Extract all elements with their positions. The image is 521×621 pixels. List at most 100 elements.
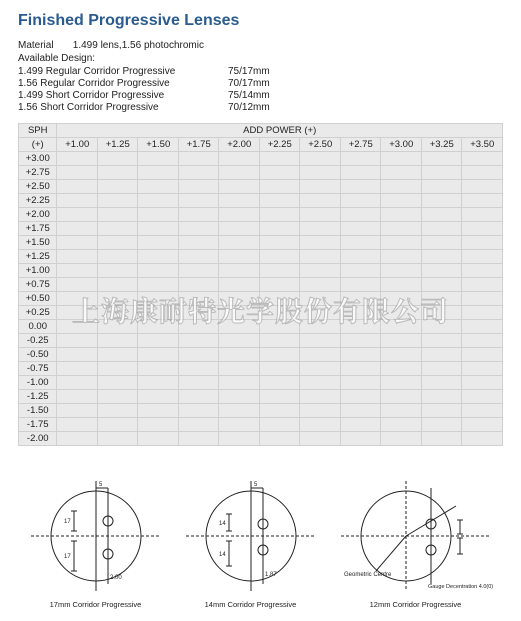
power-cell bbox=[57, 334, 98, 348]
power-cell bbox=[462, 194, 503, 208]
power-cell bbox=[462, 180, 503, 194]
power-cell bbox=[462, 432, 503, 446]
power-cell bbox=[300, 250, 341, 264]
power-cell bbox=[138, 432, 179, 446]
diagram-17mm: 17 17 5 2.00 17mm Corridor Progressive bbox=[26, 476, 166, 609]
power-cell bbox=[381, 236, 422, 250]
sph-value-cell: +1.75 bbox=[19, 222, 57, 236]
power-cell bbox=[259, 376, 300, 390]
design-dim: 70/17mm bbox=[228, 78, 288, 89]
power-cell bbox=[259, 222, 300, 236]
design-row: 1.499 Regular Corridor Progressive 75/17… bbox=[18, 66, 503, 77]
add-power-header: +1.75 bbox=[178, 138, 219, 152]
power-cell bbox=[381, 166, 422, 180]
power-cell bbox=[57, 390, 98, 404]
power-cell bbox=[462, 236, 503, 250]
power-cell bbox=[259, 264, 300, 278]
power-cell bbox=[300, 166, 341, 180]
design-name: 1.499 Regular Corridor Progressive bbox=[18, 66, 228, 77]
power-cell bbox=[462, 362, 503, 376]
power-cell bbox=[381, 180, 422, 194]
add-power-header: +1.00 bbox=[57, 138, 98, 152]
power-cell bbox=[462, 390, 503, 404]
power-cell bbox=[421, 250, 462, 264]
power-cell bbox=[219, 278, 260, 292]
power-cell bbox=[259, 180, 300, 194]
power-cell bbox=[340, 334, 381, 348]
power-cell bbox=[178, 194, 219, 208]
power-cell bbox=[462, 278, 503, 292]
svg-text:5: 5 bbox=[99, 482, 103, 488]
power-cell bbox=[259, 390, 300, 404]
sph-value-cell: -1.50 bbox=[19, 404, 57, 418]
power-cell bbox=[138, 306, 179, 320]
power-cell bbox=[340, 404, 381, 418]
power-cell bbox=[421, 222, 462, 236]
power-cell bbox=[381, 292, 422, 306]
table-row: +2.75 bbox=[19, 166, 503, 180]
power-cell bbox=[57, 418, 98, 432]
power-cell bbox=[300, 292, 341, 306]
power-cell bbox=[219, 264, 260, 278]
power-cell bbox=[300, 348, 341, 362]
power-cell bbox=[57, 292, 98, 306]
power-cell bbox=[340, 278, 381, 292]
power-cell bbox=[462, 208, 503, 222]
power-cell bbox=[421, 194, 462, 208]
power-cell bbox=[219, 250, 260, 264]
svg-text:1.87: 1.87 bbox=[265, 572, 277, 578]
page-title: Finished Progressive Lenses bbox=[18, 12, 503, 30]
add-power-header: +3.50 bbox=[462, 138, 503, 152]
power-cell bbox=[97, 334, 138, 348]
power-cell bbox=[259, 236, 300, 250]
diagram-svg-17mm: 17 17 5 2.00 bbox=[26, 476, 166, 596]
power-cell bbox=[300, 362, 341, 376]
table-row: -2.00 bbox=[19, 432, 503, 446]
power-cell bbox=[57, 236, 98, 250]
power-cell bbox=[300, 278, 341, 292]
power-cell bbox=[421, 180, 462, 194]
power-cell bbox=[178, 390, 219, 404]
power-cell bbox=[259, 152, 300, 166]
power-cell bbox=[219, 306, 260, 320]
sph-value-cell: 0.00 bbox=[19, 320, 57, 334]
power-cell bbox=[57, 404, 98, 418]
power-cell bbox=[138, 334, 179, 348]
power-cell bbox=[462, 348, 503, 362]
power-cell bbox=[421, 376, 462, 390]
diagram-caption: 17mm Corridor Progressive bbox=[26, 600, 166, 609]
add-power-header: +2.75 bbox=[340, 138, 381, 152]
power-cell bbox=[178, 152, 219, 166]
table-row: 0.00 bbox=[19, 320, 503, 334]
power-cell bbox=[259, 166, 300, 180]
table-row: -1.50 bbox=[19, 404, 503, 418]
power-cell bbox=[259, 278, 300, 292]
power-cell bbox=[178, 264, 219, 278]
power-cell bbox=[178, 362, 219, 376]
power-cell bbox=[138, 194, 179, 208]
power-cell bbox=[381, 348, 422, 362]
power-cell bbox=[178, 292, 219, 306]
table-row: +1.00 bbox=[19, 264, 503, 278]
power-cell bbox=[178, 404, 219, 418]
power-cell bbox=[138, 222, 179, 236]
power-cell bbox=[381, 320, 422, 334]
power-cell bbox=[462, 320, 503, 334]
power-cell bbox=[421, 152, 462, 166]
material-label: Material bbox=[18, 40, 70, 51]
power-cell bbox=[219, 152, 260, 166]
power-cell bbox=[57, 250, 98, 264]
sph-value-cell: +2.25 bbox=[19, 194, 57, 208]
power-cell bbox=[57, 320, 98, 334]
power-cell bbox=[381, 222, 422, 236]
power-cell bbox=[97, 180, 138, 194]
add-power-header: +3.25 bbox=[421, 138, 462, 152]
power-cell bbox=[259, 334, 300, 348]
power-cell bbox=[462, 264, 503, 278]
power-cell bbox=[57, 348, 98, 362]
add-power-header: +2.00 bbox=[219, 138, 260, 152]
sph-value-cell: +2.50 bbox=[19, 180, 57, 194]
power-cell bbox=[421, 404, 462, 418]
power-cell bbox=[57, 152, 98, 166]
power-cell bbox=[97, 264, 138, 278]
